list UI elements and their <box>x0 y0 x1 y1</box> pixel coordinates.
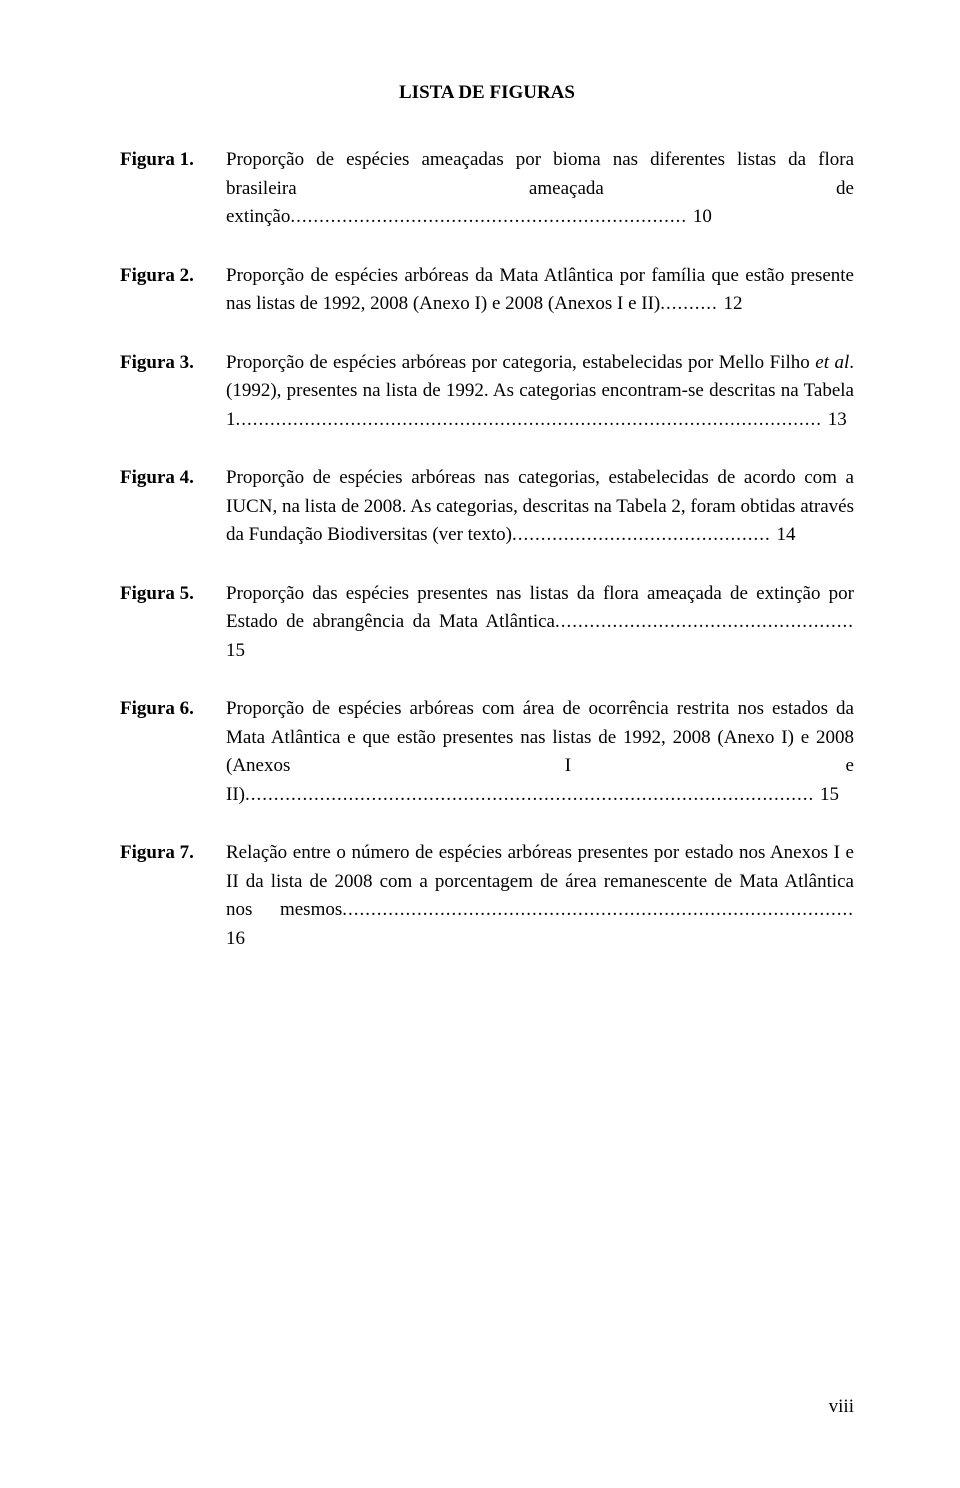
figure-text-segment: et al <box>815 352 849 373</box>
figure-entry: Figura 5.Proporção das espécies presente… <box>120 580 854 666</box>
figure-page: 12 <box>724 293 743 314</box>
figure-description: Proporção de espécies arbóreas com área … <box>226 695 854 809</box>
figure-text-segment: Proporção de espécies arbóreas por categ… <box>226 352 815 373</box>
figure-page: 15 <box>820 784 839 805</box>
figure-page: 10 <box>693 206 712 227</box>
figure-label: Figura 7. <box>120 839 226 953</box>
figure-description: Proporção de espécies arbóreas da Mata A… <box>226 262 854 319</box>
figure-label: Figura 6. <box>120 695 226 809</box>
figure-page: 15 <box>226 640 245 661</box>
figure-entry: Figura 6.Proporção de espécies arbóreas … <box>120 695 854 809</box>
figure-label: Figura 5. <box>120 580 226 666</box>
figure-page: 16 <box>226 928 245 949</box>
leader-dots: .......... <box>660 293 723 314</box>
figure-label: Figura 4. <box>120 464 226 550</box>
figure-entry: Figura 4.Proporção de espécies arbóreas … <box>120 464 854 550</box>
figure-entry: Figura 7.Relação entre o número de espéc… <box>120 839 854 953</box>
figure-entry: Figura 1.Proporção de espécies ameaçadas… <box>120 146 854 232</box>
leader-dots: ........................................… <box>555 611 854 632</box>
leader-dots: ........................................… <box>290 206 693 227</box>
figure-description: Proporção de espécies arbóreas nas categ… <box>226 464 854 550</box>
figure-entry: Figura 2.Proporção de espécies arbóreas … <box>120 262 854 319</box>
figure-description: Proporção de espécies arbóreas por categ… <box>226 349 854 435</box>
figure-label: Figura 3. <box>120 349 226 435</box>
figure-label: Figura 2. <box>120 262 226 319</box>
leader-dots: ........................................… <box>236 409 828 430</box>
figure-entries: Figura 1.Proporção de espécies ameaçadas… <box>120 146 854 983</box>
figure-page: 14 <box>776 524 795 545</box>
figure-description: Proporção das espécies presentes nas lis… <box>226 580 854 666</box>
figure-entry: Figura 3.Proporção de espécies arbóreas … <box>120 349 854 435</box>
figure-label: Figura 1. <box>120 146 226 232</box>
leader-dots: ........................................… <box>245 784 820 805</box>
leader-dots: ........................................… <box>342 899 854 920</box>
leader-dots: ........................................… <box>512 524 777 545</box>
figure-text-segment: Proporção de espécies arbóreas da Mata A… <box>226 265 854 315</box>
figure-description: Proporção de espécies ameaçadas por biom… <box>226 146 854 232</box>
figure-page: 13 <box>828 409 847 430</box>
list-title: LISTA DE FIGURAS <box>120 82 854 104</box>
page-number: viii <box>829 1396 854 1418</box>
figure-description: Relação entre o número de espécies arbór… <box>226 839 854 953</box>
